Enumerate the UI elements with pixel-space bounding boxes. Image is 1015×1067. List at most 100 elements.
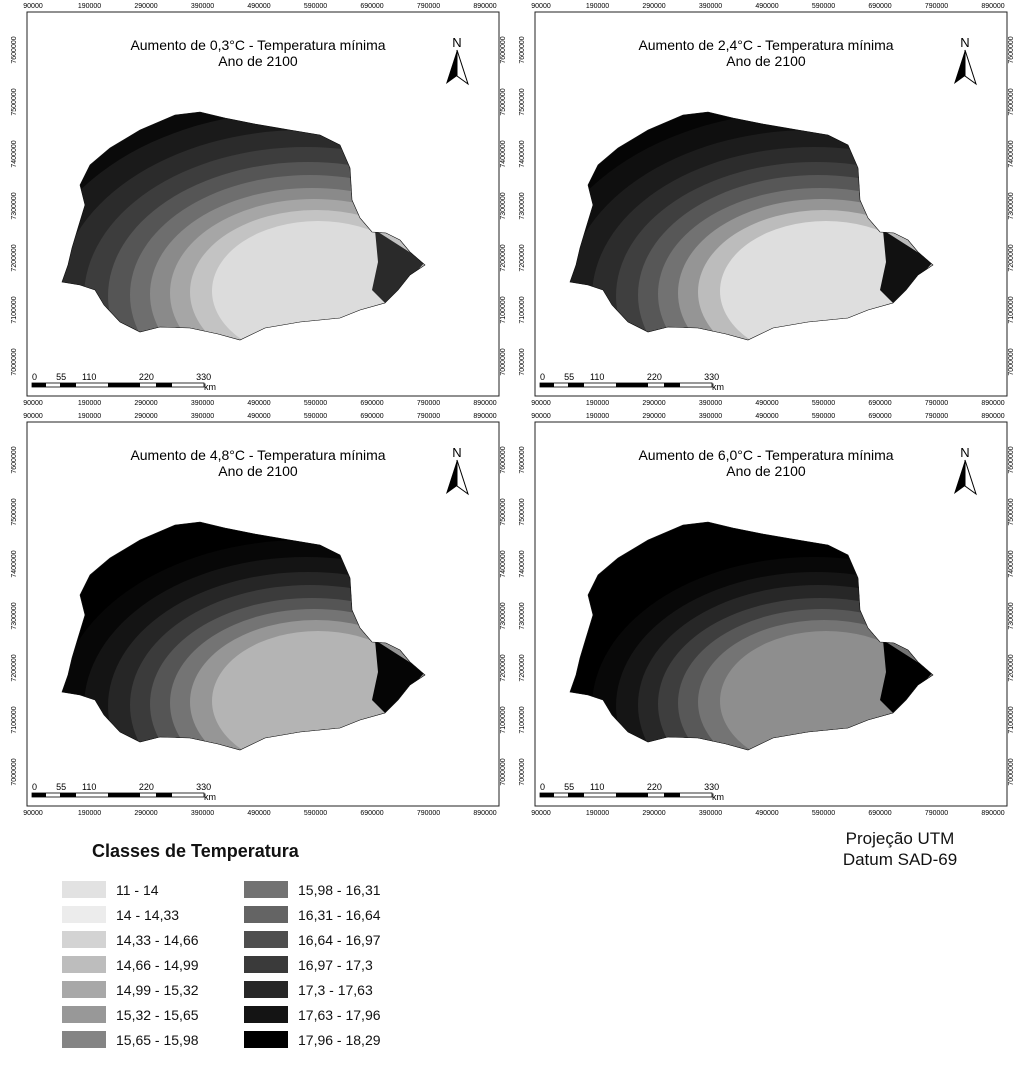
y-tick-label-right: 7500000	[1008, 88, 1013, 115]
legend-swatch	[62, 956, 106, 973]
y-tick-label-right: 7300000	[500, 602, 505, 629]
x-tick-label-top: 190000	[586, 413, 609, 420]
y-tick-label-right: 7000000	[1008, 758, 1013, 785]
map-panel-4: 90000 90000 190000 190000 290000 290000 390000…	[508, 410, 1013, 820]
legend-label: 14 - 14,33	[116, 907, 180, 923]
x-tick-label-top: 290000	[642, 3, 665, 10]
x-tick-label-top: 590000	[812, 413, 835, 420]
legend-swatch	[244, 881, 288, 898]
scale-bar-segment	[616, 383, 648, 387]
y-tick-label-left: 7300000	[519, 192, 526, 219]
map-panel-2: 90000 90000 190000 190000 290000 290000 390000…	[508, 0, 1013, 410]
x-tick-label-top: 90000	[531, 413, 551, 420]
y-tick-label-right: 7000000	[500, 348, 505, 375]
y-tick-label-left: 7600000	[519, 36, 526, 63]
scale-bar-segment	[156, 793, 172, 797]
scale-bar-segment	[568, 793, 584, 797]
x-tick-label-bottom: 190000	[586, 810, 609, 817]
legend-item: 14,99 - 15,32	[62, 980, 262, 1000]
legend-label: 16,31 - 16,64	[298, 907, 381, 923]
legend-swatch	[244, 956, 288, 973]
scale-label: 220	[139, 782, 154, 792]
temperature-zones	[62, 112, 425, 340]
temperature-zones	[570, 112, 933, 340]
scale-label: 55	[56, 372, 66, 382]
y-tick-label-right: 7400000	[500, 140, 505, 167]
y-tick-label-right: 7600000	[1008, 36, 1013, 63]
scale-label: 330	[704, 782, 719, 792]
y-tick-label-right: 7300000	[1008, 602, 1013, 629]
y-tick-label-left: 7300000	[519, 602, 526, 629]
x-tick-label-top: 690000	[868, 3, 891, 10]
state-outline	[569, 111, 934, 341]
scale-label: 220	[647, 782, 662, 792]
scale-bar-segment	[540, 383, 554, 387]
coastal-zone	[880, 230, 933, 303]
y-tick-label-right: 7200000	[1008, 244, 1013, 271]
map-subtitle: Ano de 2100	[218, 53, 298, 69]
x-tick-label-top: 890000	[473, 413, 496, 420]
x-tick-label-bottom: 790000	[925, 810, 948, 817]
x-tick-label-bottom: 90000	[23, 810, 43, 817]
y-tick-label-right: 7600000	[500, 446, 505, 473]
legend-swatch	[62, 1006, 106, 1023]
x-tick-label-bottom: 390000	[699, 810, 722, 817]
x-tick-label-top: 390000	[191, 413, 214, 420]
y-tick-label-left: 7500000	[11, 498, 18, 525]
scale-bar-segment	[108, 383, 140, 387]
x-tick-label-top: 490000	[247, 3, 270, 10]
legend-label: 16,64 - 16,97	[298, 932, 381, 948]
scale-label: 55	[56, 782, 66, 792]
scale-label: 220	[139, 372, 154, 382]
x-tick-label-bottom: 490000	[247, 810, 270, 817]
x-tick-label-top: 890000	[473, 3, 496, 10]
legend-item: 17,63 - 17,96	[244, 1005, 444, 1025]
x-tick-label-bottom: 590000	[812, 400, 835, 407]
y-tick-label-right: 7100000	[500, 296, 505, 323]
legend-swatch	[62, 981, 106, 998]
y-tick-label-left: 7400000	[519, 140, 526, 167]
x-tick-label-top: 390000	[699, 3, 722, 10]
legend-swatch	[244, 931, 288, 948]
x-tick-label-bottom: 390000	[191, 810, 214, 817]
map-subtitle: Ano de 2100	[726, 53, 806, 69]
scale-label: 110	[82, 782, 96, 792]
legend-label: 15,65 - 15,98	[116, 1032, 199, 1048]
scale-bar-segment	[60, 383, 76, 387]
legend-swatch	[244, 1031, 288, 1048]
state-outline	[569, 521, 934, 751]
north-label: N	[960, 445, 969, 460]
x-tick-label-top: 90000	[23, 413, 43, 420]
y-tick-label-right: 7000000	[500, 758, 505, 785]
legend-label: 17,3 - 17,63	[298, 982, 373, 998]
legend-label: 11 - 14	[116, 882, 159, 898]
y-tick-label-right: 7400000	[500, 550, 505, 577]
legend-label: 16,97 - 17,3	[298, 957, 373, 973]
legend-label: 15,32 - 15,65	[116, 1007, 199, 1023]
scale-bar-segment	[664, 793, 680, 797]
y-tick-label-left: 7200000	[11, 244, 18, 271]
x-tick-label-bottom: 390000	[699, 400, 722, 407]
y-tick-label-right: 7100000	[500, 706, 505, 733]
y-tick-label-left: 7400000	[519, 550, 526, 577]
x-tick-label-top: 90000	[531, 3, 551, 10]
x-tick-label-bottom: 490000	[755, 810, 778, 817]
y-tick-label-left: 7200000	[11, 654, 18, 681]
scale-unit: km	[712, 382, 724, 392]
north-arrow-outline	[964, 49, 977, 86]
y-tick-label-right: 7600000	[500, 36, 505, 63]
y-tick-label-right: 7500000	[500, 498, 505, 525]
north-label: N	[452, 35, 461, 50]
x-tick-label-top: 590000	[304, 3, 327, 10]
y-tick-label-left: 7500000	[519, 88, 526, 115]
x-tick-label-bottom: 190000	[78, 400, 101, 407]
map-title: Aumento de 6,0°C - Temperatura mínima	[638, 447, 893, 463]
y-tick-label-right: 7500000	[500, 88, 505, 115]
x-tick-label-bottom: 690000	[868, 400, 891, 407]
legend-item: 15,32 - 15,65	[62, 1005, 262, 1025]
legend-swatch	[62, 1031, 106, 1048]
state-outline	[61, 521, 426, 751]
x-tick-label-bottom: 690000	[868, 810, 891, 817]
scale-unit: km	[712, 792, 724, 802]
map-svg: 90000 90000 190000 190000 290000 290000 390000…	[519, 3, 1013, 407]
